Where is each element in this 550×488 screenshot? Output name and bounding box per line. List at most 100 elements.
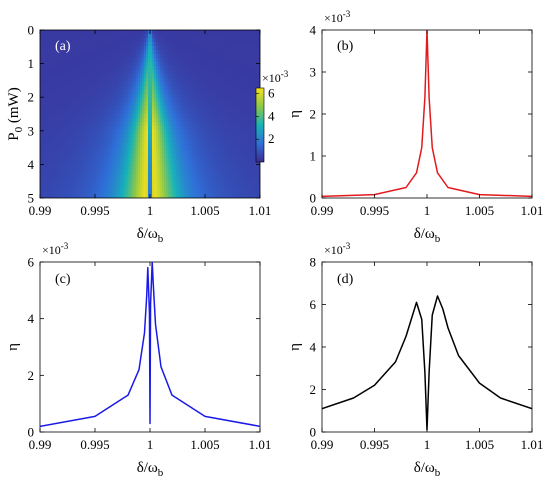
heatmap-cell [180,150,183,155]
heatmap-cell [58,38,61,43]
heatmap-cell [68,186,71,191]
heatmap-cell [54,162,57,167]
heatmap-cell [228,102,231,107]
heatmap-cell [214,110,217,115]
heatmap-cell [98,82,101,87]
heatmap-cell [248,82,251,87]
heatmap-cell [60,194,63,198]
heatmap-cell [150,130,153,135]
heatmap-cell [250,102,253,107]
heatmap-cell [90,58,93,63]
heatmap-cell [140,126,143,131]
heatmap-cell [248,78,251,83]
heatmap-cell [136,94,139,99]
heatmap-cell [236,126,239,131]
heatmap-cell [176,158,179,163]
heatmap-cell [128,194,131,198]
heatmap-cell [68,162,71,167]
heatmap-cell [208,194,211,198]
heatmap-cell [118,62,121,67]
heatmap-cell [124,94,127,99]
heatmap-cell [196,190,199,195]
heatmap-cell [188,74,191,79]
heatmap-cell [102,150,105,155]
heatmap-cell [206,158,209,163]
heatmap-cell [246,86,249,91]
heatmap-cell [42,174,45,179]
heatmap-cell [92,30,95,35]
heatmap-cell [56,126,59,131]
heatmap-cell [166,90,169,95]
heatmap-cell [198,102,201,107]
heatmap-cell [166,98,169,103]
heatmap-cell [226,170,229,175]
heatmap-cell [158,54,161,59]
heatmap-cell [204,94,207,99]
heatmap-cell [46,122,49,127]
heatmap-cell [242,38,245,43]
heatmap-cell [74,154,77,159]
heatmap-cell [122,106,125,111]
heatmap-cell [162,102,165,107]
heatmap-cell [160,138,163,143]
heatmap-cell [122,158,125,163]
heatmap-cell [212,182,215,187]
heatmap-cell [116,182,119,187]
heatmap-cell [218,158,221,163]
heatmap-cell [170,126,173,131]
heatmap-cell [204,130,207,135]
heatmap-cell [120,170,123,175]
heatmap-cell [114,62,117,67]
heatmap-cell [108,170,111,175]
heatmap-cell [230,50,233,55]
heatmap-cell [162,178,165,183]
heatmap-cell [194,130,197,135]
heatmap-cell [238,122,241,127]
heatmap-cell [226,138,229,143]
heatmap-cell [204,126,207,131]
y-tick-label: 2 [310,107,317,122]
heatmap-cell [236,90,239,95]
heatmap-cell [116,54,119,59]
heatmap-cell [154,150,157,155]
heatmap-cell [214,34,217,39]
heatmap-cell [206,78,209,83]
heatmap-cell [198,194,201,198]
heatmap-cell [242,170,245,175]
heatmap-cell [126,114,129,119]
heatmap-cell [160,106,163,111]
heatmap-cell [62,174,65,179]
heatmap-cell [72,138,75,143]
heatmap-cell [110,102,113,107]
heatmap-cell [78,78,81,83]
heatmap-cell [232,190,235,195]
heatmap-cell [50,174,53,179]
heatmap-cell [70,46,73,51]
heatmap-cell [194,74,197,79]
heatmap-cell [102,138,105,143]
heatmap-cell [252,114,255,119]
heatmap-cell [112,102,115,107]
heatmap-cell [180,62,183,67]
heatmap-cell [206,166,209,171]
heatmap-cell [256,166,259,171]
heatmap-cell [178,166,181,171]
heatmap-cell [122,126,125,131]
heatmap-cell [220,74,223,79]
heatmap-cell [62,42,65,47]
heatmap-cell [102,130,105,135]
heatmap-cell [98,150,101,155]
heatmap-cell [204,154,207,159]
heatmap-cell [238,138,241,143]
heatmap-cell [188,118,191,123]
heatmap-cell [52,158,55,163]
heatmap-cell [56,102,59,107]
heatmap-cell [184,58,187,63]
x-tick-label: 1.01 [249,203,272,218]
x-tick-label: 1.005 [190,203,219,218]
heatmap-cell [192,150,195,155]
heatmap-cell [254,86,257,91]
heatmap-cell [114,54,117,59]
heatmap-cell [258,62,260,67]
heatmap-cell [112,158,115,163]
